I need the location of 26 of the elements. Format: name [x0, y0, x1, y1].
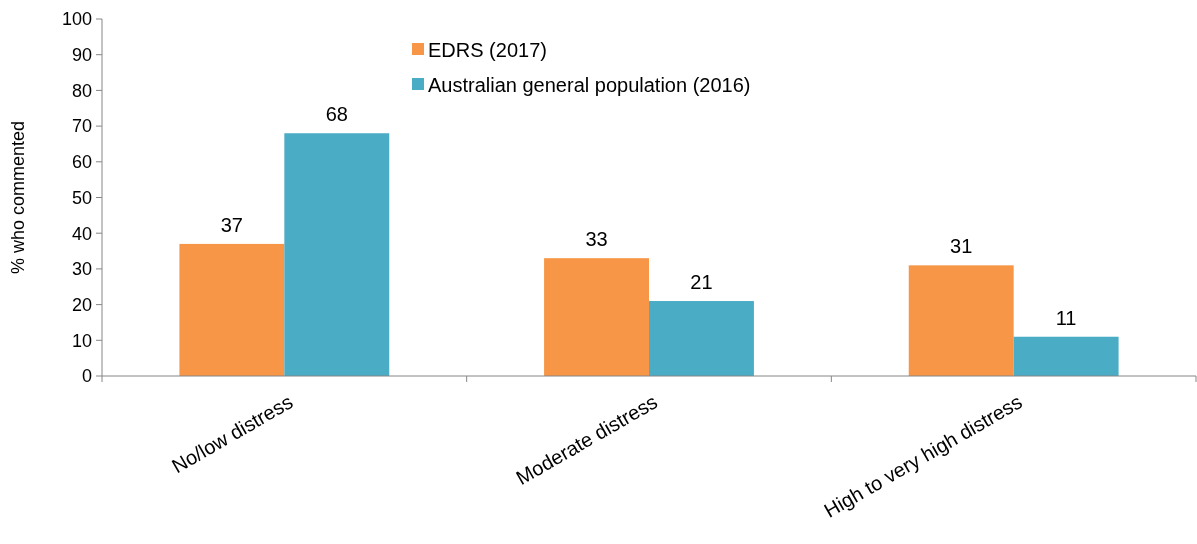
legend-label: Australian general population (2016) [428, 74, 751, 96]
data-label: 33 [585, 228, 608, 251]
y-tick-label: 40 [71, 223, 92, 244]
y-tick-label: 60 [71, 152, 92, 173]
legend-label: EDRS (2017) [428, 39, 547, 61]
data-label: 37 [220, 213, 243, 236]
y-tick-label: 100 [61, 9, 92, 30]
bar [1013, 336, 1119, 376]
data-label: 21 [690, 271, 713, 294]
y-tick-label: 30 [71, 259, 92, 280]
data-label: 31 [950, 235, 973, 258]
bar [544, 258, 649, 376]
y-axis-title: % who commented [8, 120, 28, 275]
y-tick-label: 0 [81, 366, 92, 387]
data-label: 11 [1055, 306, 1077, 329]
bar [179, 243, 285, 376]
y-tick-label: 20 [71, 294, 92, 315]
y-tick-label: 10 [71, 330, 92, 351]
y-tick-label: 90 [71, 45, 92, 65]
bar [908, 265, 1014, 376]
bar [649, 301, 754, 376]
data-label: 68 [325, 103, 348, 126]
bar [284, 133, 390, 376]
y-tick-label: 80 [71, 80, 92, 101]
y-tick-label: 50 [71, 187, 92, 208]
y-tick-label: 70 [71, 116, 92, 137]
